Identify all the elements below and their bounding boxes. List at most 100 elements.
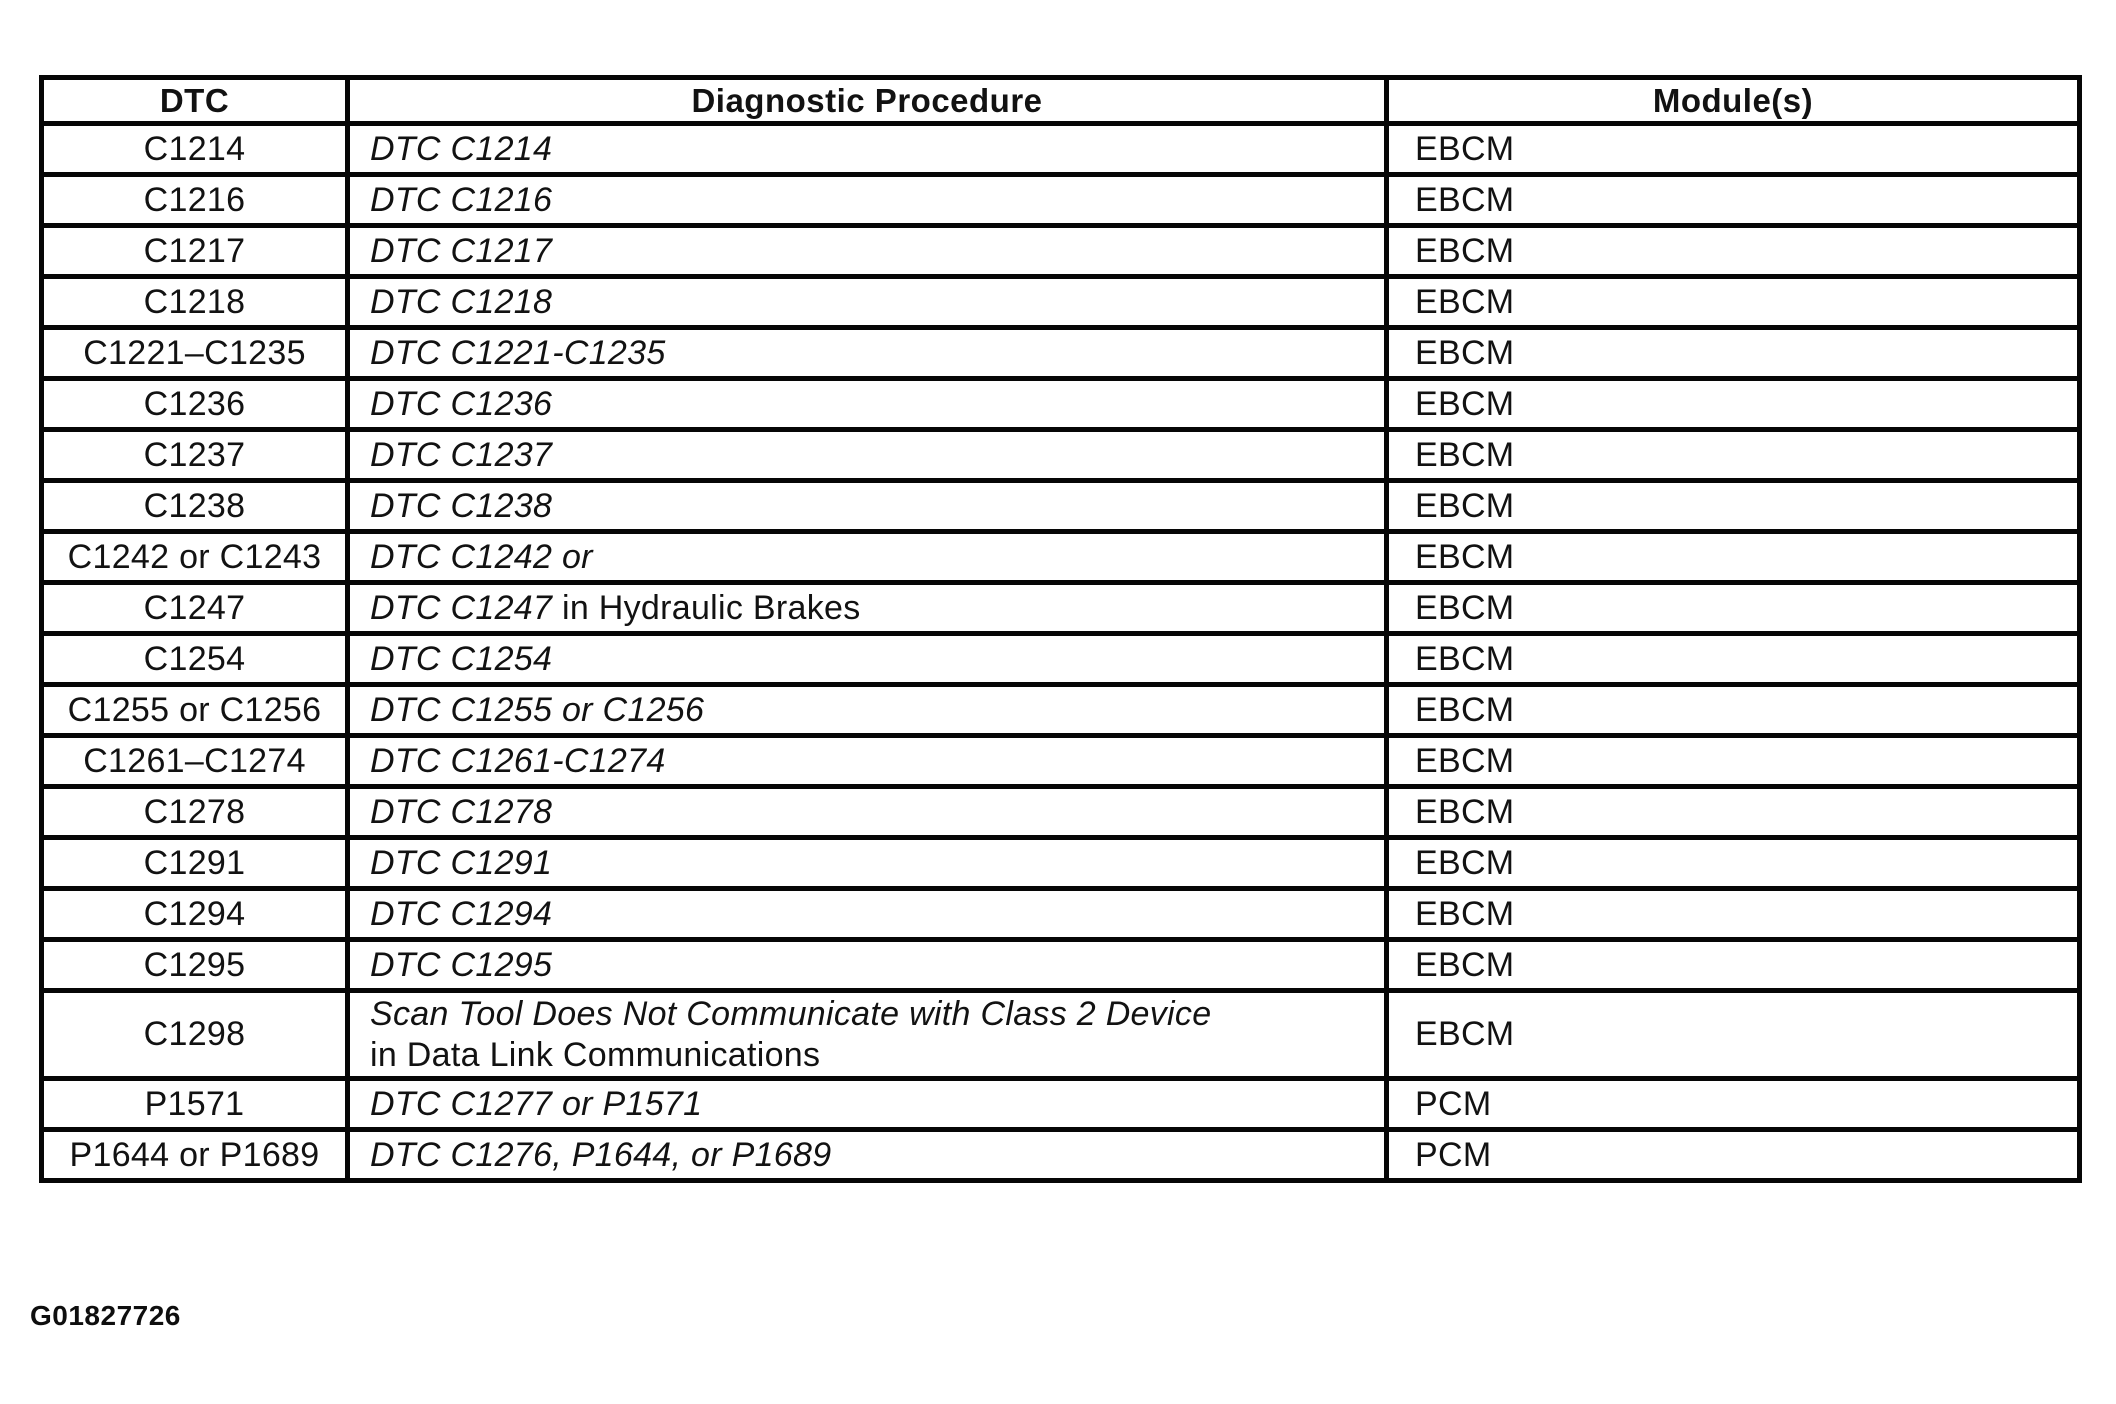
module-cell: EBCM — [1384, 427, 2082, 483]
dtc-cell: C1261–C1274 — [39, 733, 350, 789]
dtc-cell: C1295 — [39, 937, 350, 993]
procedure-cell: DTC C1294 — [345, 886, 1389, 942]
module-cell: EBCM — [1384, 886, 2082, 942]
dtc-cell: C1214 — [39, 121, 350, 177]
table-row: P1571 DTC C1277 or P1571 PCM — [39, 1076, 2082, 1132]
table-row: C1236 DTC C1236 EBCM — [39, 376, 2082, 432]
procedure-cell: DTC C1242 or — [345, 529, 1389, 585]
procedure-text-segment: DTC C1255 or C1256 — [370, 690, 705, 729]
procedure-cell: DTC C1276, P1644, or P1689 — [345, 1127, 1389, 1183]
procedure-cell: DTC C1254 — [345, 631, 1389, 687]
procedure-cell: DTC C1255 or C1256 — [345, 682, 1389, 738]
procedure-text-segment: DTC C1214 — [370, 129, 553, 168]
procedure-cell: DTC C1278 — [345, 784, 1389, 840]
procedure-cell: DTC C1236 — [345, 376, 1389, 432]
table-row: C1278 DTC C1278 EBCM — [39, 784, 2082, 840]
module-cell: EBCM — [1384, 580, 2082, 636]
module-cell: EBCM — [1384, 631, 2082, 687]
procedure-text-segment: DTC C1276, P1644, or P1689 — [370, 1135, 832, 1174]
table-row: C1294 DTC C1294 EBCM — [39, 886, 2082, 942]
procedure-text-segment: DTC C1278 — [370, 792, 553, 831]
table-row: C1242 or C1243 DTC C1242 or EBCM — [39, 529, 2082, 585]
module-cell: EBCM — [1384, 784, 2082, 840]
dtc-cell: C1221–C1235 — [39, 325, 350, 381]
table-row: C1247 DTC C1247 in Hydraulic Brakes EBCM — [39, 580, 2082, 636]
module-cell: PCM — [1384, 1076, 2082, 1132]
module-cell: EBCM — [1384, 478, 2082, 534]
procedure-text-segment: DTC C1295 — [370, 945, 553, 984]
module-cell: EBCM — [1384, 172, 2082, 228]
procedure-text-segment: DTC C1236 — [370, 384, 553, 423]
procedure-text-segment: DTC C1216 — [370, 180, 553, 219]
module-cell: EBCM — [1384, 733, 2082, 789]
procedure-cell: Scan Tool Does Not Communicate with Clas… — [345, 988, 1389, 1081]
dtc-cell: C1278 — [39, 784, 350, 840]
procedure-text-segment: DTC C1247 — [370, 588, 553, 627]
dtc-cell: C1247 — [39, 580, 350, 636]
procedure-cell: DTC C1247 in Hydraulic Brakes — [345, 580, 1389, 636]
procedure-text-segment: in Data Link Communications — [370, 1035, 821, 1074]
dtc-cell: C1236 — [39, 376, 350, 432]
table-row: C1298 Scan Tool Does Not Communicate with… — [39, 988, 2082, 1081]
module-cell: EBCM — [1384, 988, 2082, 1081]
procedure-text-segment: DTC C1294 — [370, 894, 553, 933]
procedure-cell: DTC C1237 — [345, 427, 1389, 483]
table-row: C1238 DTC C1238 EBCM — [39, 478, 2082, 534]
module-cell: EBCM — [1384, 376, 2082, 432]
table-row: C1261–C1274 DTC C1261-C1274 EBCM — [39, 733, 2082, 789]
dtc-cell: C1238 — [39, 478, 350, 534]
procedure-text-segment: DTC C1237 — [370, 435, 553, 474]
dtc-cell: P1644 or P1689 — [39, 1127, 350, 1183]
procedure-cell: DTC C1295 — [345, 937, 1389, 993]
procedure-cell: DTC C1221-C1235 — [345, 325, 1389, 381]
module-cell: EBCM — [1384, 682, 2082, 738]
procedure-text-segment: DTC C1261-C1274 — [370, 741, 666, 780]
dtc-cell: C1254 — [39, 631, 350, 687]
table-row: C1291 DTC C1291 EBCM — [39, 835, 2082, 891]
procedure-text-segment: Scan Tool Does Not Communicate with Clas… — [370, 994, 1212, 1033]
module-cell: EBCM — [1384, 937, 2082, 993]
table-row: C1217 DTC C1217 EBCM — [39, 223, 2082, 279]
header-row: DTC Diagnostic Procedure Module(s) — [39, 75, 2082, 126]
module-cell: EBCM — [1384, 529, 2082, 585]
dtc-cell: C1291 — [39, 835, 350, 891]
module-cell: PCM — [1384, 1127, 2082, 1183]
dtc-cell: P1571 — [39, 1076, 350, 1132]
dtc-cell: C1294 — [39, 886, 350, 942]
dtc-cell: C1255 or C1256 — [39, 682, 350, 738]
dtc-table-body: C1214 DTC C1214 EBCM C1216 DTC C1216 EBCM C121… — [39, 121, 2082, 1183]
procedure-cell: DTC C1217 — [345, 223, 1389, 279]
procedure-text-segment: DTC C1291 — [370, 843, 553, 882]
module-cell: EBCM — [1384, 121, 2082, 177]
procedure-cell: DTC C1277 or P1571 — [345, 1076, 1389, 1132]
table-row: C1254 DTC C1254 EBCM — [39, 631, 2082, 687]
procedure-text-segment: in Hydraulic Brakes — [552, 588, 861, 627]
dtc-cell: C1216 — [39, 172, 350, 228]
dtc-cell: C1217 — [39, 223, 350, 279]
column-header: DTC — [39, 75, 350, 126]
procedure-cell: DTC C1218 — [345, 274, 1389, 330]
table-row: C1221–C1235 DTC C1221-C1235 EBCM — [39, 325, 2082, 381]
procedure-cell: DTC C1291 — [345, 835, 1389, 891]
module-cell: EBCM — [1384, 325, 2082, 381]
table-row: C1216 DTC C1216 EBCM — [39, 172, 2082, 228]
figure-id: G01827726 — [30, 1300, 181, 1331]
procedure-cell: DTC C1261-C1274 — [345, 733, 1389, 789]
table-row: C1255 or C1256 DTC C1255 or C1256 EBCM — [39, 682, 2082, 738]
dtc-table-header: DTC Diagnostic Procedure Module(s) — [39, 75, 2082, 126]
table-row: C1214 DTC C1214 EBCM — [39, 121, 2082, 177]
procedure-text-segment: DTC C1238 — [370, 486, 553, 525]
table-row: C1218 DTC C1218 EBCM — [39, 274, 2082, 330]
procedure-cell: DTC C1214 — [345, 121, 1389, 177]
procedure-text-segment: DTC C1217 — [370, 231, 553, 270]
procedure-text-segment: DTC C1218 — [370, 282, 553, 321]
procedure-text-segment: DTC C1221-C1235 — [370, 333, 666, 372]
procedure-cell: DTC C1216 — [345, 172, 1389, 228]
table-row: C1295 DTC C1295 EBCM — [39, 937, 2082, 993]
column-header: Diagnostic Procedure — [345, 75, 1389, 126]
procedure-text-segment: DTC C1254 — [370, 639, 553, 678]
module-cell: EBCM — [1384, 223, 2082, 279]
column-header: Module(s) — [1384, 75, 2082, 126]
dtc-cell: C1218 — [39, 274, 350, 330]
